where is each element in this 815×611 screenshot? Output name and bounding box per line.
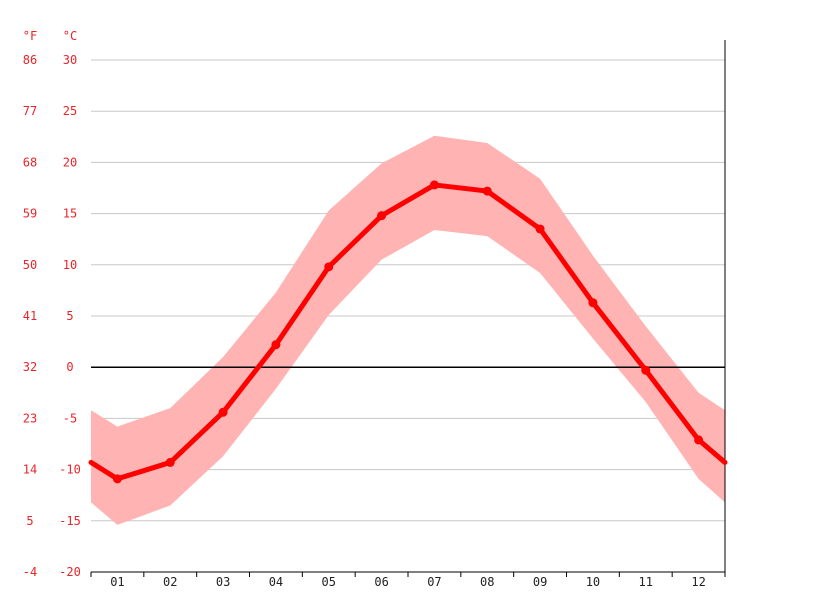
data-point (588, 298, 598, 308)
y-tick-label-fahrenheit: 41 (23, 309, 37, 323)
mean-temperature-line (88, 182, 728, 482)
x-tick-label: 05 (322, 575, 336, 589)
y-tick-label-fahrenheit: -4 (23, 565, 37, 579)
y-tick-label-fahrenheit: 50 (23, 258, 37, 272)
y-tick-label-celsius: 30 (63, 53, 77, 67)
y-unit-celsius: °C (63, 29, 77, 43)
y-tick-label-celsius: 10 (63, 258, 77, 272)
x-axis-tick-labels: 01 02 03 04 05 06 07 08 09 10 11 12 (110, 575, 706, 589)
y-tick-label-celsius: -15 (59, 514, 81, 528)
y-unit-fahrenheit: °F (23, 29, 37, 43)
y-tick-label-celsius: 5 (66, 309, 73, 323)
y-tick-label-celsius: -20 (59, 565, 81, 579)
x-tick-label: 08 (480, 575, 494, 589)
data-point (165, 457, 175, 467)
y-tick-label-celsius: 15 (63, 207, 77, 221)
x-tick-label: 04 (269, 575, 283, 589)
axes (90, 40, 726, 577)
data-point (535, 224, 545, 234)
data-point (112, 474, 122, 484)
x-tick-label: 10 (586, 575, 600, 589)
x-tick-label: 09 (533, 575, 547, 589)
y-tick-label-fahrenheit: 23 (23, 411, 37, 425)
y-tick-label-celsius: 20 (63, 155, 77, 169)
y-tick-label-fahrenheit: 5 (26, 514, 33, 528)
data-point (377, 211, 387, 221)
y-tick-label-fahrenheit: 77 (23, 104, 37, 118)
data-point (218, 407, 228, 417)
x-tick-label: 02 (163, 575, 177, 589)
data-point (429, 180, 439, 190)
y-axis-tick-labels: °F °C 30 86 25 77 20 68 15 59 10 50 5 41 0 32 -5 23 -10 1… (23, 29, 81, 579)
y-tick-label-celsius: 25 (63, 104, 77, 118)
x-tick-label: 07 (427, 575, 441, 589)
data-point (694, 435, 704, 445)
y-tick-label-celsius: -5 (63, 411, 77, 425)
x-tick-label: 03 (216, 575, 230, 589)
data-point (271, 340, 281, 350)
y-tick-label-celsius: -10 (59, 463, 81, 477)
y-tick-label-fahrenheit: 86 (23, 53, 37, 67)
y-tick-label-fahrenheit: 14 (23, 463, 37, 477)
x-tick-label: 01 (110, 575, 124, 589)
x-tick-label: 06 (374, 575, 388, 589)
data-point (641, 365, 651, 375)
data-point (324, 262, 334, 272)
temperature-range-band (91, 135, 725, 525)
y-tick-label-fahrenheit: 59 (23, 207, 37, 221)
mean-temperature-series (88, 180, 728, 484)
x-tick-label: 11 (639, 575, 653, 589)
y-tick-label-fahrenheit: 68 (23, 155, 37, 169)
data-point (482, 186, 492, 196)
y-tick-label-fahrenheit: 32 (23, 360, 37, 374)
range-band-area (91, 135, 725, 525)
x-tick-label: 12 (691, 575, 705, 589)
y-tick-label-celsius: 0 (66, 360, 73, 374)
